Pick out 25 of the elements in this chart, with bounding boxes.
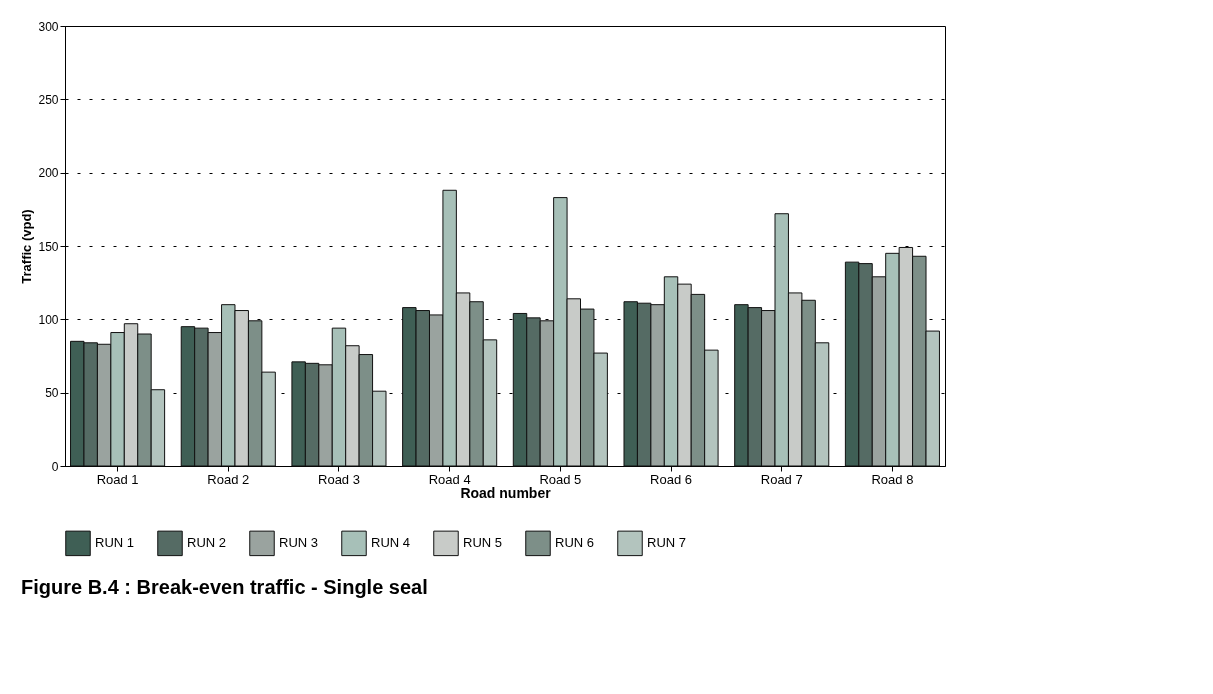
y-tick-label: 50	[45, 386, 59, 401]
y-tick-label: 0	[51, 459, 59, 474]
y-tick-label: 200	[38, 166, 59, 181]
x-tick-label: Road 8	[871, 471, 914, 487]
y-tick-label: 100	[38, 312, 59, 327]
legend-label: RUN 1	[95, 535, 135, 551]
x-tick-label: Road 5	[539, 471, 582, 487]
y-tick-label: 300	[38, 19, 59, 34]
x-axis-title: Road number	[460, 484, 552, 501]
x-tick-label: Road 7	[760, 471, 803, 487]
y-tick-label: 150	[38, 239, 59, 254]
legend-label: RUN 4	[371, 535, 411, 551]
legend-label: RUN 7	[647, 535, 687, 551]
y-tick-label: 250	[38, 92, 59, 107]
x-tick-label: Road 4	[428, 471, 471, 487]
legend-label: RUN 6	[555, 535, 595, 551]
text: Figure B.4 : Break-even traffic - Single seal	[20, 576, 428, 598]
legend-label: RUN 3	[279, 535, 319, 551]
y-axis-title: Traffic (vpd)	[19, 209, 35, 284]
x-tick-label: Road 2	[207, 471, 250, 487]
legend-label: RUN 5	[463, 535, 503, 551]
x-tick-label: Road 3	[318, 471, 360, 487]
legend-label: RUN 2	[187, 535, 227, 551]
x-tick-label: Road 1	[96, 471, 139, 487]
x-tick-label: Road 6	[650, 471, 692, 487]
